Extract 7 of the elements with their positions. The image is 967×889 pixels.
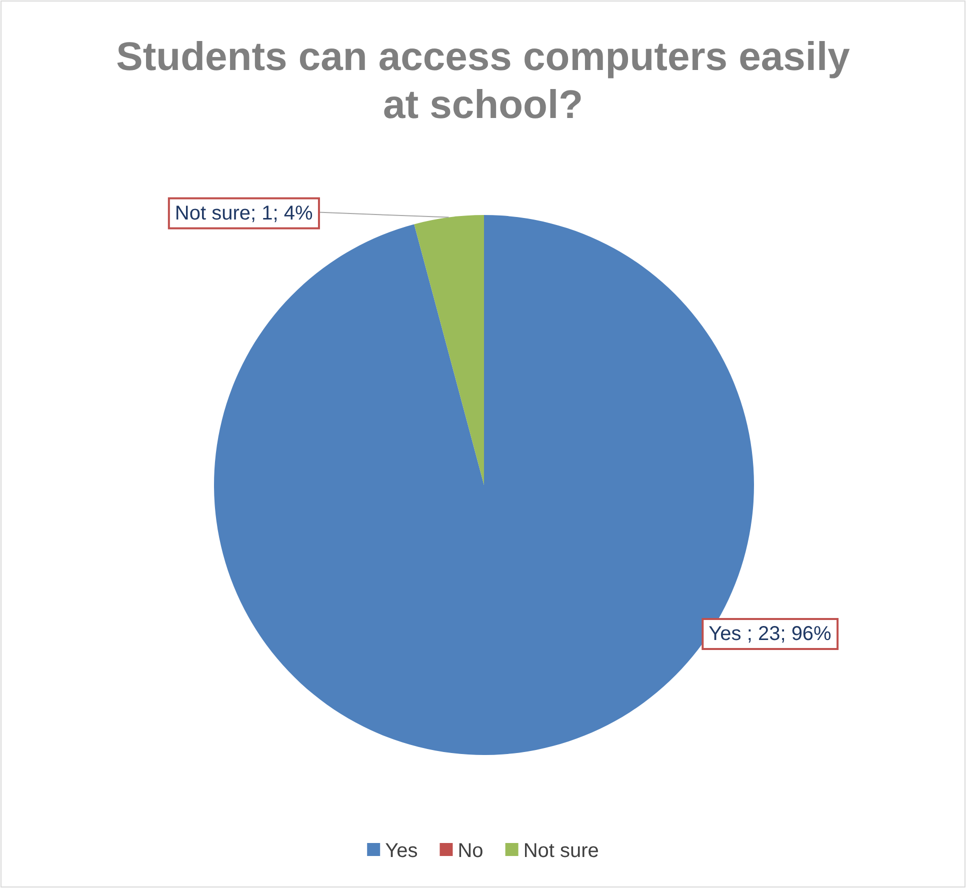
legend-label: No [458, 840, 484, 862]
pie-slice [414, 215, 484, 485]
data-label: Not sure; 1; 4% [174, 202, 313, 224]
data-label: Yes ; 23; 96% [708, 623, 832, 645]
chart-title: Students can access computers easily at school? [116, 35, 851, 127]
legend-label: Not sure [523, 840, 599, 862]
legend-label: Yes [385, 840, 418, 862]
